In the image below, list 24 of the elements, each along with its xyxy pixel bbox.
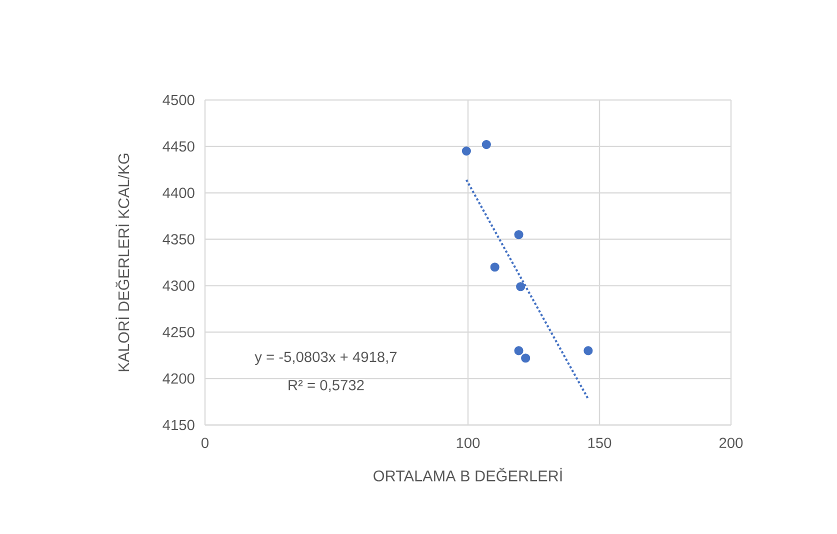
point — [521, 354, 530, 363]
y-tick-label: 4350 — [162, 234, 194, 244]
point — [462, 146, 471, 156]
annotation: y = -5,0803x + 4918,7 — [254, 352, 397, 365]
y-tick-label: 4450 — [162, 141, 194, 152]
x-tick-label: 200 — [720, 438, 743, 448]
annotation: R² = 0,5732 — [288, 380, 364, 392]
x-tick-label: 100 — [456, 438, 480, 448]
x-tick-label: 150 — [588, 438, 612, 448]
y-tick-label: 4300 — [162, 280, 194, 291]
x-axis-title: ORTALAMA B DEĞERLERİ — [374, 468, 562, 482]
point — [584, 346, 593, 356]
point — [514, 230, 524, 240]
x-tick-label: 0 — [201, 438, 208, 448]
y-tick-label: 4250 — [162, 326, 194, 338]
y-axis-title: KALORİ DEĞERLERİ KCAL/KG — [116, 154, 130, 372]
point — [516, 282, 526, 292]
y-tick-label: 4150 — [162, 420, 194, 430]
y-tick-label: 4400 — [162, 188, 194, 198]
point — [482, 140, 491, 150]
y-tick-label: 4200 — [162, 373, 194, 384]
point — [514, 346, 524, 356]
point — [490, 262, 500, 272]
y-tick-label: 4500 — [162, 94, 194, 106]
